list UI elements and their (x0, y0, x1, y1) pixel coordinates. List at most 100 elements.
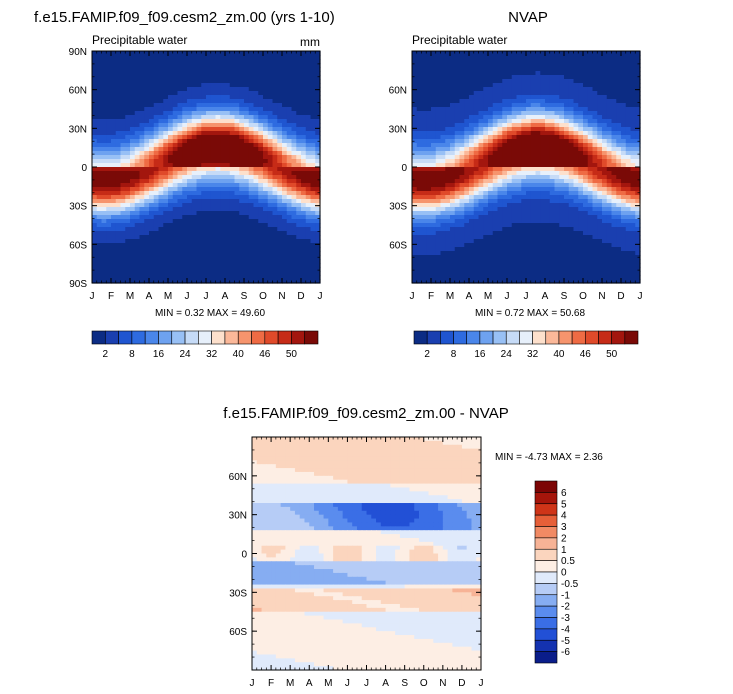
panel2-field-cell (526, 143, 532, 148)
panel2-field-cell (559, 175, 565, 180)
panel1-field-cell (130, 131, 136, 136)
panel1-field-cell (163, 51, 169, 56)
panel1-field-cell (253, 203, 259, 208)
panel1-field-cell (187, 187, 193, 192)
panel2-field-cell (488, 55, 494, 60)
panel1-field-cell (277, 155, 283, 160)
panel2-field-cell (540, 163, 546, 168)
panel2-field-cell (435, 199, 442, 204)
panel2-field-cell (454, 187, 461, 192)
panel2-field-cell (535, 159, 541, 164)
panel2-field-cell (473, 111, 480, 116)
panel2-field-cell (464, 115, 470, 120)
panel2-field-cell (635, 55, 641, 60)
panel1-field-cell (130, 55, 136, 60)
panel1-field-cell (296, 59, 302, 64)
panel1-field-cell (115, 63, 122, 68)
panel1-field-cell (229, 79, 236, 84)
panel2-field-cell (507, 215, 513, 220)
panel1-field-cell (172, 263, 179, 268)
panel1-field-cell (92, 215, 98, 220)
panel1-field-cell (291, 119, 297, 124)
panel2-field-cell (625, 131, 632, 136)
panel1-field-cell (158, 87, 164, 92)
panel2-field-cell (549, 59, 556, 64)
panel2-field-cell (431, 167, 437, 172)
panel1-field-cell (253, 95, 259, 100)
panel2-field-cell (592, 87, 598, 92)
panel2-field-cell (578, 87, 584, 92)
panel1-field-cell (153, 183, 160, 188)
panel2-field-cell (507, 103, 513, 108)
panel1-field-cell (258, 251, 264, 256)
panel1-field-cell (106, 187, 112, 192)
panel1-field-cell (272, 79, 278, 84)
panel2-field-cell (440, 159, 446, 164)
panel1-field-cell (248, 67, 255, 72)
panel2-field-cell (511, 211, 518, 216)
panel2-field-cell (483, 115, 489, 120)
panel1-field-cell (191, 51, 198, 56)
panel2-field-cell (478, 215, 484, 220)
panel2-field-cell (426, 155, 432, 160)
panel2-field-cell (516, 183, 522, 188)
panel1-field-cell (315, 259, 321, 264)
panel1-field-cell (172, 255, 179, 260)
panel1-field-cell (125, 271, 131, 276)
panel1-field-cell (310, 95, 316, 100)
panel1-field-cell (301, 251, 307, 256)
panel1-field-cell (258, 175, 264, 180)
panel1-field-cell (315, 227, 321, 232)
panel1-field-cell (125, 215, 131, 220)
panel1-field-cell (115, 271, 122, 276)
panel2-field-cell (625, 163, 632, 168)
panel2-field-cell (606, 131, 613, 136)
panel1-field-cell (234, 223, 240, 228)
panel1-field-cell (267, 143, 274, 148)
panel1-field-cell (263, 223, 269, 228)
panel1-field-cell (220, 51, 226, 56)
panel1-field-cell (106, 219, 112, 224)
panel2-field-cell (416, 75, 423, 80)
panel1-xtick-label: J (90, 291, 95, 302)
panel1-field-cell (125, 123, 131, 128)
panel2-field-cell (459, 147, 465, 152)
panel1-field-cell (196, 51, 202, 56)
panel1-field-cell (263, 211, 269, 216)
panel2-field-cell (606, 159, 613, 164)
panel1-field-cell (258, 271, 264, 276)
panel1-field-cell (258, 275, 264, 280)
panel2-field-cell (535, 99, 541, 104)
panel2-field-cell (521, 175, 527, 180)
panel2-field-cell (535, 211, 541, 216)
panel1-field-cell (111, 95, 117, 100)
panel2-field-cell (602, 211, 608, 216)
panel1-field-cell (149, 155, 155, 160)
panel1-field-cell (92, 115, 98, 120)
panel1-colorbar-swatch (184, 330, 199, 345)
panel1-field-cell (163, 87, 169, 92)
panel2-field-cell (616, 203, 622, 208)
panel2-field-cell (445, 51, 451, 56)
panel1-field-cell (239, 151, 245, 156)
panel2-field-cell (426, 175, 432, 180)
panel1-field-cell (239, 155, 245, 160)
panel2-field-cell (592, 199, 598, 204)
panel1-field-cell (172, 75, 179, 80)
panel2-field-cell (488, 91, 494, 96)
panel1-field-cell (177, 99, 183, 104)
panel1-field-cell (225, 271, 231, 276)
panel1-field-cell (111, 99, 117, 104)
panel2-field-cell (521, 147, 527, 152)
panel1-field-cell (210, 211, 217, 216)
panel2-field-cell (526, 199, 532, 204)
panel1-field-cell (296, 163, 302, 168)
panel2-field-cell (583, 55, 589, 60)
panel1-field-cell (263, 239, 269, 244)
panel1-field-cell (96, 219, 103, 224)
panel1-field-cell (115, 151, 122, 156)
panel2-field-cell (564, 131, 570, 136)
panel2-field-cell (564, 119, 570, 124)
panel2-field-cell (568, 55, 575, 60)
panel1-field-cell (139, 195, 145, 200)
